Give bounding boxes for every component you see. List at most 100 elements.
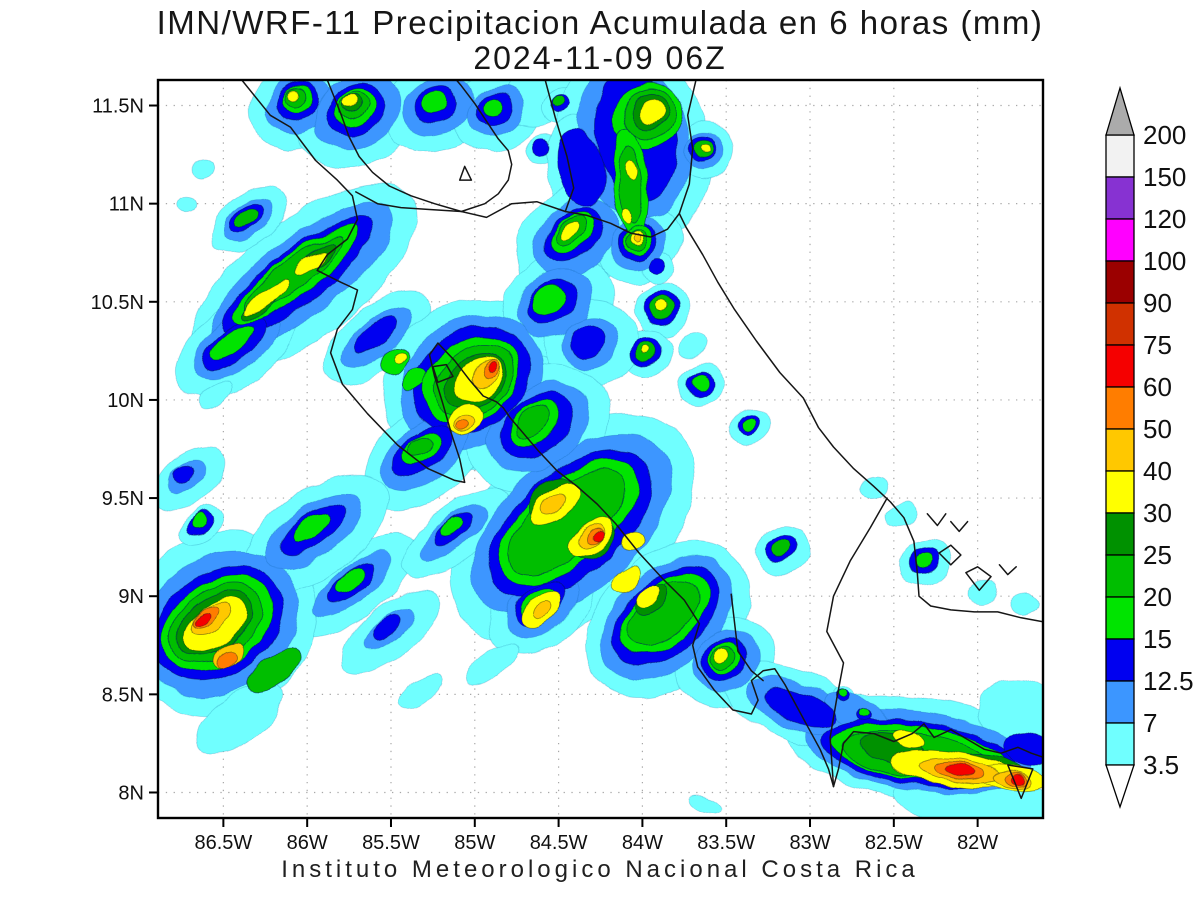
colorbar-label: 50 (1143, 414, 1172, 444)
precip-cell (858, 709, 869, 719)
colorbar-label: 12.5 (1143, 666, 1194, 696)
x-tick-label: 82W (957, 832, 998, 854)
precip-cell (534, 601, 553, 619)
precip-cell (570, 324, 605, 358)
precip-cell (541, 493, 566, 515)
precip-cell (558, 222, 579, 241)
precip-cell (236, 208, 258, 227)
precip-cell (394, 350, 408, 363)
colorbar-label: 15 (1143, 624, 1172, 654)
precip-cell (648, 258, 667, 275)
x-tick-label: 85.5W (362, 832, 420, 854)
colorbar-label: 60 (1143, 372, 1172, 402)
coast-river-northeast (544, 80, 575, 213)
colorbar-label: 120 (1143, 204, 1186, 234)
coast-bocas-1 (926, 513, 947, 527)
colorbar-segment (1105, 218, 1135, 262)
precip-cell (772, 540, 791, 558)
x-tick-label: 82.5W (865, 832, 923, 854)
precip-cell (860, 477, 888, 500)
precip-cell (1009, 593, 1037, 615)
colorbar: 200 150 120 100 90 75 60 50 40 30 25 20 15 12.5 7 3.5 (1105, 85, 1194, 810)
colorbar-segment (1105, 722, 1135, 766)
footer-caption: Instituto Meteorologico Nacional Costa R… (281, 856, 919, 883)
precip-cell (967, 579, 998, 605)
chart-title: IMN/WRF-11 Precipitacion Acumulada en 6 … (156, 4, 1044, 41)
x-axis-ticks: 86.5W 86W 85.5W 85W 84.5W 84W 83.5W 83W 82.5W 82W (194, 818, 998, 854)
precip-cell (455, 419, 468, 432)
coast-chira-island (432, 363, 454, 384)
precip-cell (210, 325, 254, 361)
precip-cell (637, 99, 664, 124)
colorbar-label: 100 (1143, 246, 1186, 276)
coast-bocas-3 (938, 544, 962, 566)
coast-caribbean-coast (678, 80, 1043, 623)
y-tick-label: 10N (107, 390, 144, 412)
x-tick-label: 83W (789, 832, 830, 854)
x-tick-label: 84.5W (530, 832, 588, 854)
colorbar-label: 7 (1143, 708, 1157, 738)
coast-nicaragua-border-sanjuan (355, 191, 681, 238)
coast-sierpe-line (730, 593, 764, 682)
coast-bocas-2 (950, 520, 969, 533)
precip-cell (216, 650, 237, 668)
precip-cell (655, 300, 667, 312)
precip-cell (641, 344, 651, 354)
precip-cell (294, 249, 327, 276)
colorbar-label: 200 (1143, 120, 1186, 150)
chart-subtitle: 2024-11-09 06Z (473, 40, 727, 76)
precip-cell (421, 89, 449, 114)
precip-cell (621, 206, 633, 225)
precip-cell (177, 195, 196, 213)
colorbar-segment (1105, 344, 1135, 388)
colorbar-segment (1105, 680, 1135, 724)
precip-cell (197, 381, 233, 411)
coast-panama-border (826, 497, 888, 788)
colorbar-label: 25 (1143, 540, 1172, 570)
y-tick-label: 11N (109, 194, 144, 216)
colorbar-label: 20 (1143, 582, 1172, 612)
precip-cell (196, 682, 284, 754)
y-tick-label: 9N (118, 586, 144, 608)
colorbar-segment (1105, 638, 1135, 682)
colorbar-segment (1105, 512, 1135, 556)
colorbar-segment (1105, 176, 1135, 220)
precip-cell (439, 517, 464, 538)
precip-cell (291, 512, 330, 543)
precip-cell (482, 97, 504, 118)
colorbar-segment (1105, 470, 1135, 514)
precip-cell (531, 283, 566, 316)
colorbar-arrow-bottom (1105, 764, 1135, 810)
precip-cell (713, 647, 729, 663)
colorbar-label: 75 (1143, 330, 1172, 360)
coast-pacific-coast (241, 80, 1043, 788)
coast-bocas-5 (998, 564, 1017, 576)
x-tick-label: 85W (454, 832, 495, 854)
precip-cell (531, 138, 549, 156)
x-tick-label: 84W (622, 832, 663, 854)
precip-cell (193, 613, 210, 627)
colorbar-segment (1105, 596, 1135, 640)
colorbar-label: 30 (1143, 498, 1172, 528)
precip-cell (189, 513, 207, 530)
colorbar-label: 150 (1143, 162, 1186, 192)
colorbar-segment (1105, 134, 1135, 178)
y-axis-ticks: 11.5N 11N 10.5N 10N 9.5N 9N 8.5N 8N (91, 96, 158, 804)
precip-cell (191, 157, 216, 180)
precip-cell (514, 404, 553, 439)
precip-cell (173, 465, 193, 484)
colorbar-label: 90 (1143, 288, 1172, 318)
precip-cell (635, 584, 660, 608)
precip-cell (341, 94, 357, 109)
precip-cell (407, 436, 432, 458)
colorbar-label: 3.5 (1143, 750, 1179, 780)
precip-cell (890, 730, 924, 749)
precip-cell (620, 530, 644, 553)
y-tick-label: 11.5N (92, 96, 144, 118)
precip-cell (354, 317, 398, 353)
precip-cell (610, 566, 641, 595)
precip-cell (334, 568, 364, 593)
y-tick-label: 10.5N (91, 292, 144, 314)
precip-cell (625, 160, 639, 181)
